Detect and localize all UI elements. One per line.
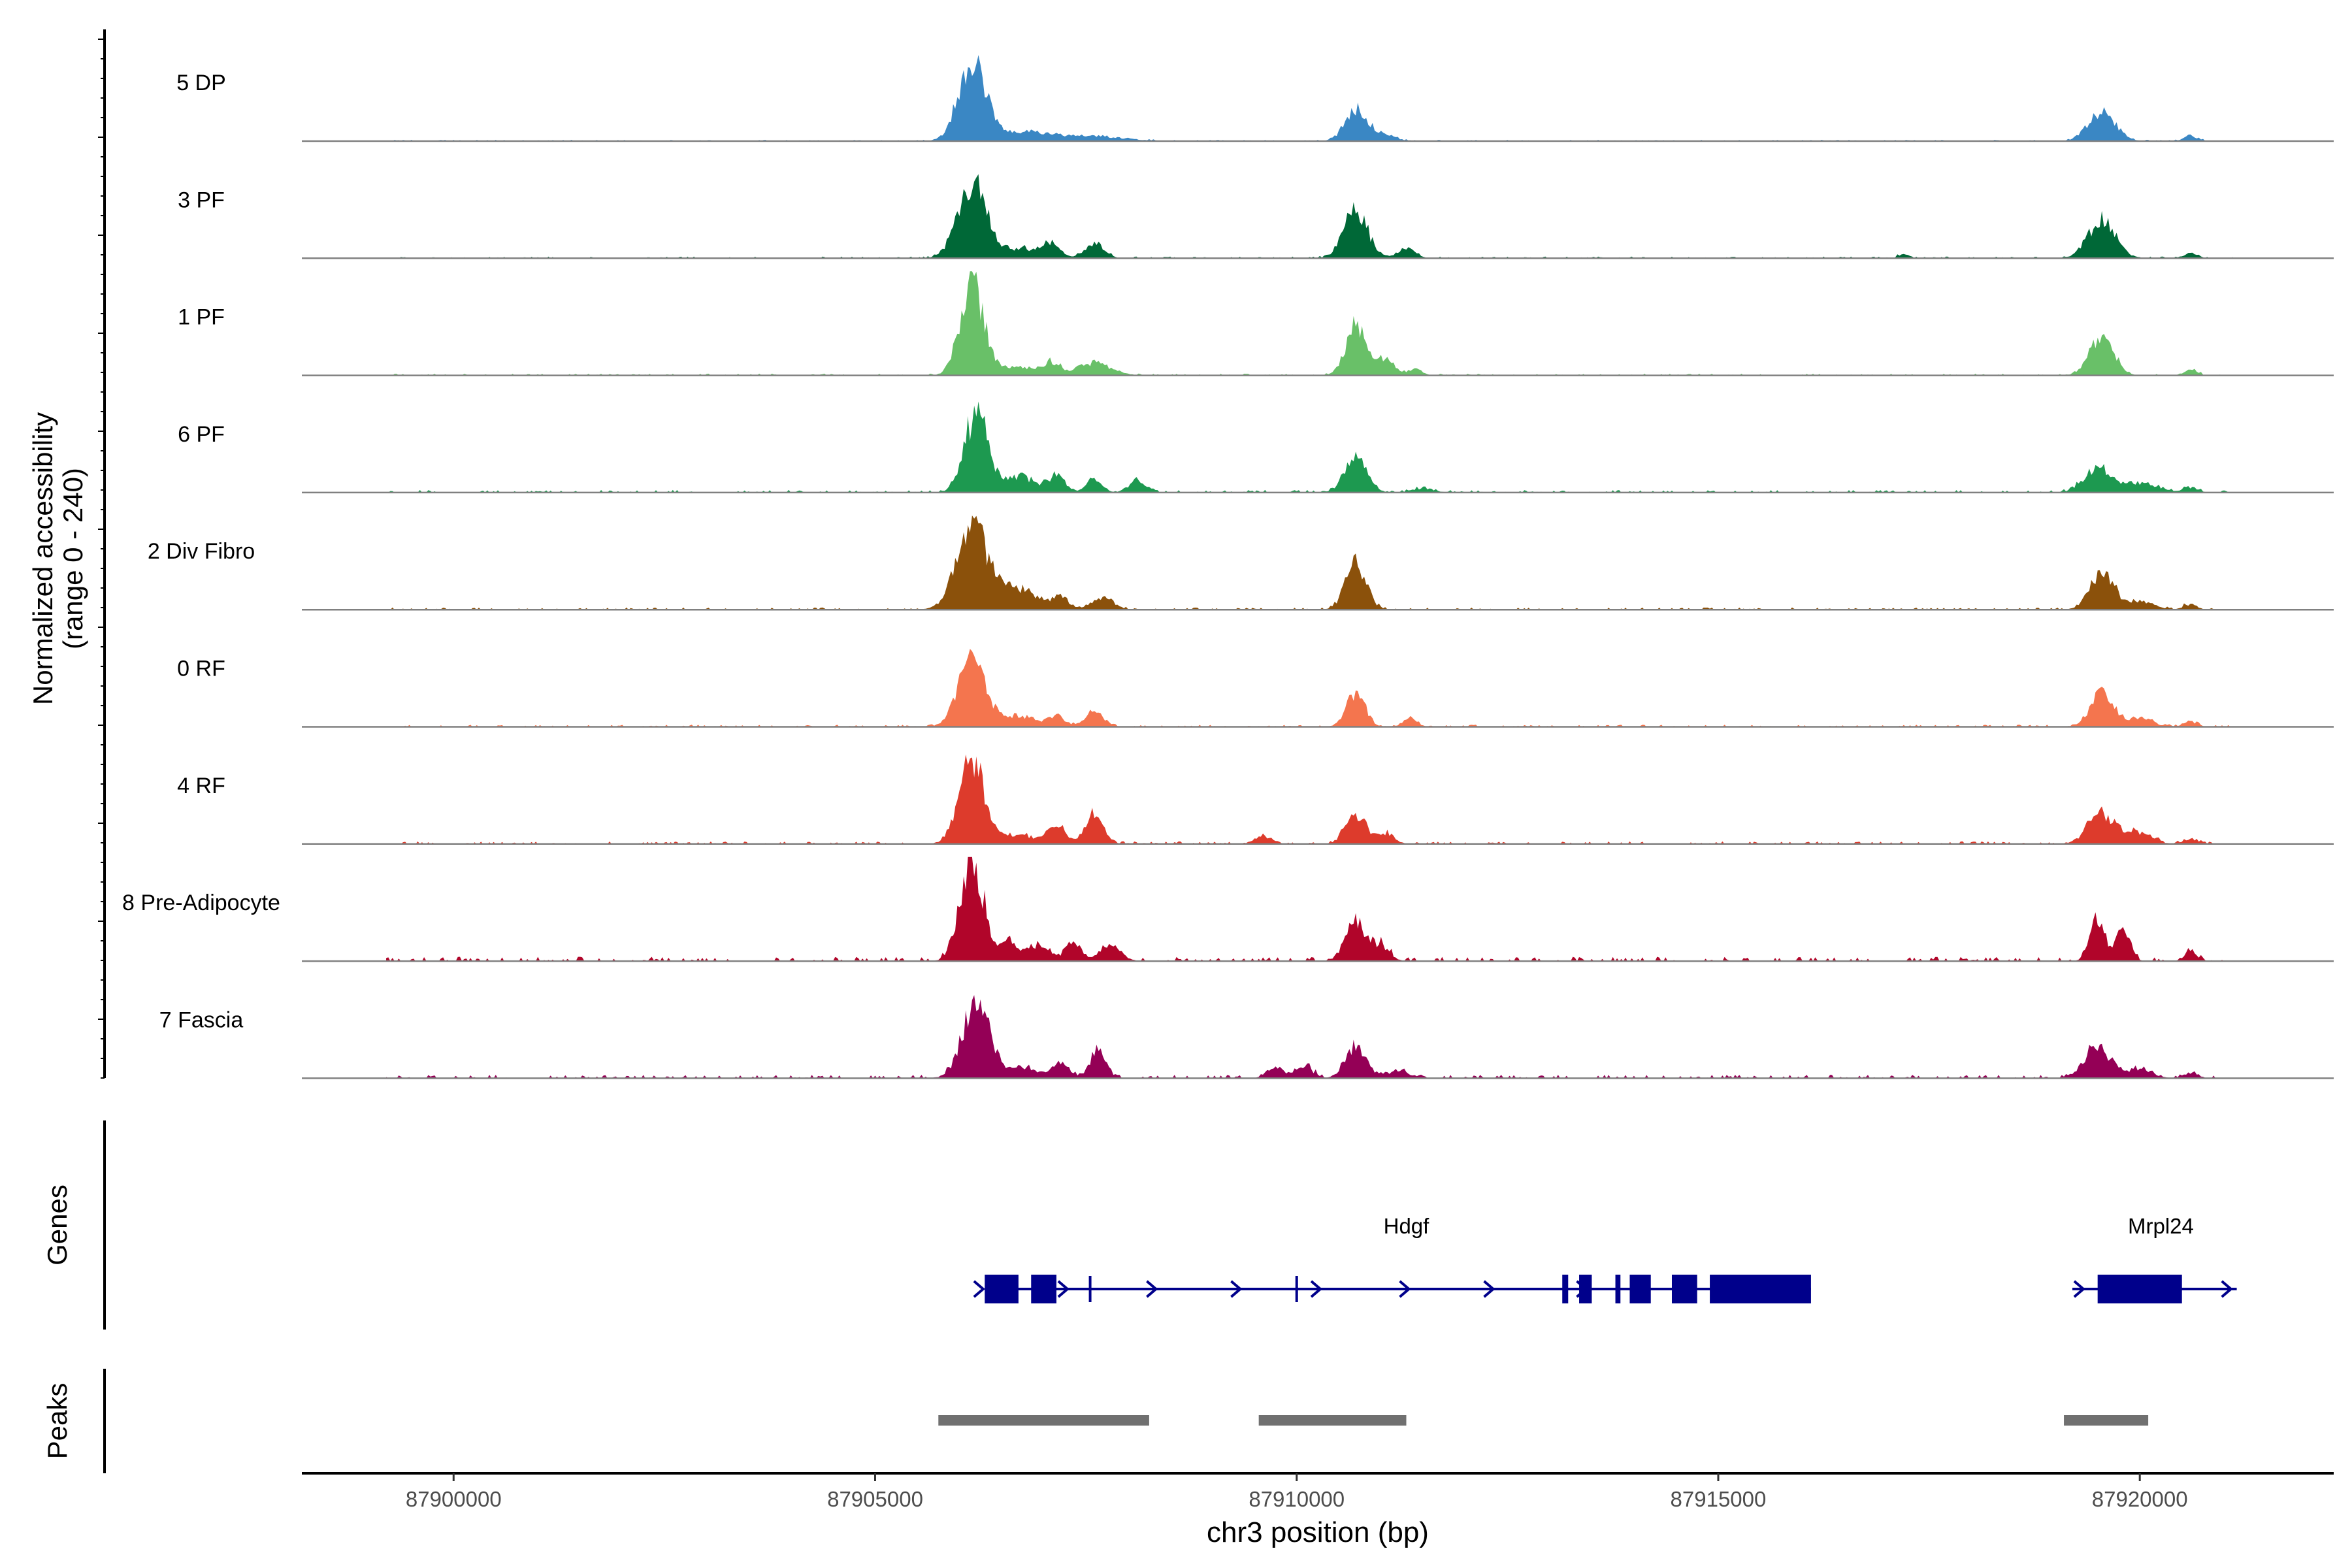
strand-arrow	[1230, 1280, 1243, 1298]
track-label: 3 PF	[178, 188, 225, 212]
gene-exon	[1562, 1275, 1569, 1303]
genes-panel: Hdgf Mrpl24	[973, 1214, 2237, 1303]
track-label: 2 Div Fibro	[148, 539, 255, 564]
gene-exon	[1615, 1275, 1621, 1303]
x-tick-label: 87900000	[406, 1487, 502, 1511]
peaks-panel	[938, 1415, 2149, 1426]
coverage-area	[386, 271, 2233, 376]
x-tick-label: 87920000	[2092, 1487, 2188, 1511]
peak-region	[938, 1415, 1149, 1426]
coverage-area	[386, 754, 2233, 844]
coverage-area	[386, 174, 2233, 259]
track-label: 0 RF	[177, 657, 225, 681]
y-axis-title: Normalized accessibility	[27, 412, 58, 705]
strand-arrow	[1310, 1280, 1323, 1298]
track-1-pf: 1 PF	[178, 271, 2334, 376]
genes-panel-label: Genes	[42, 1184, 73, 1266]
track-4-rf: 4 RF	[177, 754, 2334, 845]
track-8-pre-adipocyte: 8 Pre-Adipocyte	[122, 857, 2334, 962]
track-label: 1 PF	[178, 305, 225, 330]
track-label: 5 DP	[176, 71, 226, 95]
track-3-pf: 3 PF	[178, 174, 2334, 259]
x-axis-ticks: 87900000 87905000 87910000 87915000 87920000	[406, 1473, 2188, 1511]
coverage-area	[386, 995, 2233, 1079]
gene-exon	[1579, 1275, 1592, 1303]
x-tick-label: 87910000	[1249, 1487, 1345, 1511]
coverage-area	[386, 649, 2233, 727]
strand-arrow	[2221, 1280, 2233, 1298]
track-6-pf: 6 PF	[178, 401, 2334, 494]
track-label: 8 Pre-Adipocyte	[122, 890, 280, 915]
gene-mrpl24: Mrpl24	[2072, 1214, 2237, 1303]
strand-arrow	[2073, 1280, 2085, 1298]
track-label: 6 PF	[178, 422, 225, 447]
strand-arrow	[1057, 1280, 1070, 1298]
track-7-fascia: 7 Fascia	[159, 995, 2334, 1079]
gene-name-label: Hdgf	[1384, 1214, 1430, 1238]
coverage-axis-ticks	[98, 39, 105, 1079]
strand-arrow	[1399, 1280, 1411, 1298]
y-axis-range: (range 0 - 240)	[57, 468, 88, 649]
gene-exon	[1031, 1275, 1056, 1303]
track-0-rf: 0 RF	[177, 649, 2334, 728]
peaks-panel-label: Peaks	[42, 1383, 73, 1460]
track-label: 7 Fascia	[159, 1007, 244, 1032]
gene-exon	[1671, 1275, 1697, 1303]
gene-exon	[1629, 1275, 1651, 1303]
gene-exon	[985, 1275, 1019, 1303]
coverage-area	[386, 55, 2233, 141]
strand-arrow	[973, 1280, 985, 1298]
peak-region	[1258, 1415, 1407, 1426]
gene-hdgf: Hdgf	[973, 1214, 1811, 1303]
x-axis-title: chr3 position (bp)	[1207, 1516, 1429, 1548]
coverage-area	[386, 515, 2233, 610]
coverage-area	[386, 401, 2233, 493]
coverage-area	[386, 857, 2233, 962]
peak-region	[2064, 1415, 2149, 1426]
strand-arrow	[1483, 1280, 1495, 1298]
gene-exon	[1710, 1275, 1811, 1303]
gene-exon	[2097, 1275, 2182, 1303]
x-tick-label: 87905000	[827, 1487, 923, 1511]
track-label: 4 RF	[177, 774, 225, 798]
y-axis-label: Normalized accessibility (range 0 - 240)	[27, 412, 88, 705]
track-2-div-fibro: 2 Div Fibro	[148, 515, 2334, 611]
coverage-tracks: 5 DP 3 PF 1 PF 6 PF 2 Div Fibro 0 RF 4 RF 8 Pre…	[122, 55, 2334, 1079]
gene-name-label: Mrpl24	[2128, 1214, 2194, 1238]
strand-arrow	[1146, 1280, 1158, 1298]
track-5-dp: 5 DP	[176, 55, 2334, 142]
x-tick-label: 87915000	[1671, 1487, 1767, 1511]
